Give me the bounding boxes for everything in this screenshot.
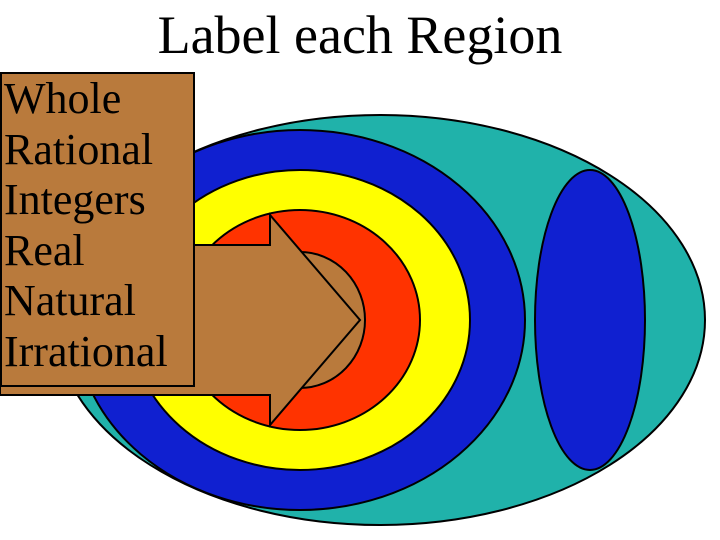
label-irrational: Irrational xyxy=(2,327,193,378)
region-irrational xyxy=(535,170,645,470)
label-whole: Whole xyxy=(2,74,193,125)
canvas: Label each Region Whole Rational Integer… xyxy=(0,0,720,540)
label-rational: Rational xyxy=(2,125,193,176)
label-real: Real xyxy=(2,226,193,277)
label-natural: Natural xyxy=(2,276,193,327)
label-integers: Integers xyxy=(2,175,193,226)
label-list: Whole Rational Integers Real Natural Irr… xyxy=(0,72,195,387)
